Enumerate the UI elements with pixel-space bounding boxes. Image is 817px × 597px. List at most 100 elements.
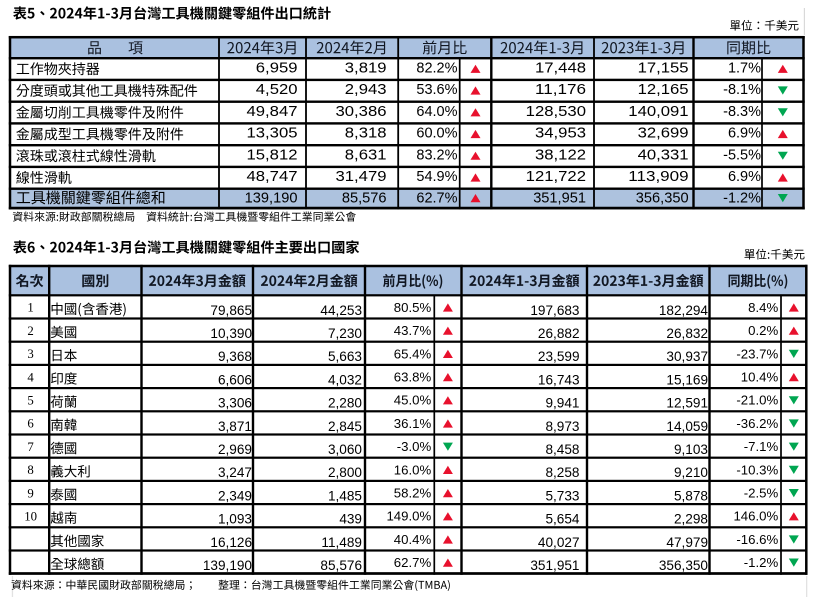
svg-text:2,800: 2,800 xyxy=(328,465,362,480)
svg-text:63.8%: 63.8% xyxy=(394,370,432,385)
svg-text:80.5%: 80.5% xyxy=(394,300,432,315)
svg-text:-5.5%: -5.5% xyxy=(723,147,761,163)
svg-text:5: 5 xyxy=(27,394,33,408)
svg-text:351,951: 351,951 xyxy=(530,558,579,573)
svg-text:6: 6 xyxy=(27,417,34,431)
svg-text:12,165: 12,165 xyxy=(638,82,689,98)
svg-text:6.9%: 6.9% xyxy=(728,169,761,185)
svg-text:439: 439 xyxy=(339,512,362,527)
svg-text:40,331: 40,331 xyxy=(638,147,689,163)
svg-text:-3.0%: -3.0% xyxy=(397,439,432,454)
svg-text:8,973: 8,973 xyxy=(545,419,579,434)
svg-text:54.9%: 54.9% xyxy=(416,169,457,185)
svg-text:43.7%: 43.7% xyxy=(394,323,432,338)
svg-text:128,530: 128,530 xyxy=(526,104,586,120)
svg-text:3: 3 xyxy=(27,347,33,361)
svg-text:356,350: 356,350 xyxy=(636,191,689,207)
svg-text:15,812: 15,812 xyxy=(247,147,298,163)
svg-text:-2.5%: -2.5% xyxy=(744,486,779,501)
svg-text:4,520: 4,520 xyxy=(256,82,298,98)
svg-text:8,258: 8,258 xyxy=(545,465,579,480)
svg-text:10.4%: 10.4% xyxy=(741,370,779,385)
svg-text:45.0%: 45.0% xyxy=(394,393,432,408)
svg-text:7,230: 7,230 xyxy=(328,326,362,341)
svg-text:-10.3%: -10.3% xyxy=(736,462,778,477)
svg-text:-23.7%: -23.7% xyxy=(736,346,778,361)
svg-text:65.4%: 65.4% xyxy=(394,346,432,361)
svg-text:113,909: 113,909 xyxy=(628,169,688,185)
svg-text:149.0%: 149.0% xyxy=(386,509,431,524)
svg-text:8: 8 xyxy=(27,463,33,477)
svg-text:9,103: 9,103 xyxy=(674,442,708,457)
svg-text:4: 4 xyxy=(27,370,34,384)
svg-text:16,743: 16,743 xyxy=(538,372,580,387)
svg-text:62.7%: 62.7% xyxy=(416,191,457,207)
svg-text:8.4%: 8.4% xyxy=(748,300,778,315)
svg-text:356,350: 356,350 xyxy=(659,558,709,573)
svg-text:146.0%: 146.0% xyxy=(733,509,778,524)
svg-text:-16.6%: -16.6% xyxy=(736,532,778,547)
svg-text:26,832: 26,832 xyxy=(666,326,708,341)
svg-text:6,606: 6,606 xyxy=(218,372,252,387)
svg-text:13,305: 13,305 xyxy=(247,126,298,142)
svg-text:-1.2%: -1.2% xyxy=(723,191,761,207)
svg-text:1,485: 1,485 xyxy=(328,488,362,503)
svg-text:3,306: 3,306 xyxy=(218,396,252,411)
svg-text:49,847: 49,847 xyxy=(247,104,298,120)
svg-text:-1.2%: -1.2% xyxy=(744,555,779,570)
svg-text:47,979: 47,979 xyxy=(666,535,708,550)
svg-text:4,032: 4,032 xyxy=(328,372,362,387)
svg-text:351,951: 351,951 xyxy=(533,191,586,207)
svg-text:82.2%: 82.2% xyxy=(416,60,457,76)
svg-text:-36.2%: -36.2% xyxy=(736,416,778,431)
svg-text:1.7%: 1.7% xyxy=(728,60,761,76)
svg-text:2,845: 2,845 xyxy=(328,419,362,434)
svg-text:15,169: 15,169 xyxy=(666,372,708,387)
svg-text:8,318: 8,318 xyxy=(345,126,387,142)
svg-text:31,479: 31,479 xyxy=(336,169,387,185)
svg-text:6,959: 6,959 xyxy=(256,60,298,76)
svg-text:36.1%: 36.1% xyxy=(394,416,432,431)
svg-text:30,386: 30,386 xyxy=(336,104,387,120)
svg-text:34,953: 34,953 xyxy=(535,126,586,142)
svg-text:9,941: 9,941 xyxy=(545,396,579,411)
svg-text:58.2%: 58.2% xyxy=(394,486,432,501)
svg-text:2,349: 2,349 xyxy=(218,488,252,503)
svg-text:26,882: 26,882 xyxy=(538,326,580,341)
svg-text:8,458: 8,458 xyxy=(545,442,579,457)
svg-text:5,654: 5,654 xyxy=(545,512,579,527)
svg-text:139,190: 139,190 xyxy=(203,558,253,573)
svg-text:7: 7 xyxy=(27,440,34,454)
svg-text:38,122: 38,122 xyxy=(535,147,586,163)
svg-text:48,747: 48,747 xyxy=(247,169,298,185)
svg-text:9,368: 9,368 xyxy=(218,349,252,364)
svg-text:2,298: 2,298 xyxy=(674,512,708,527)
svg-text:2,943: 2,943 xyxy=(345,82,387,98)
svg-text:5,663: 5,663 xyxy=(328,349,362,364)
svg-text:14,059: 14,059 xyxy=(666,419,708,434)
svg-text:17,448: 17,448 xyxy=(535,60,586,76)
svg-text:139,190: 139,190 xyxy=(245,191,298,207)
svg-text:85,576: 85,576 xyxy=(342,191,387,207)
svg-text:140,091: 140,091 xyxy=(628,104,688,120)
svg-text:3,871: 3,871 xyxy=(218,419,252,434)
svg-text:23,599: 23,599 xyxy=(538,349,580,364)
svg-text:30,937: 30,937 xyxy=(666,349,708,364)
svg-text:53.6%: 53.6% xyxy=(416,82,457,98)
svg-text:32,699: 32,699 xyxy=(638,126,689,142)
svg-text:85,576: 85,576 xyxy=(320,558,362,573)
svg-text:64.0%: 64.0% xyxy=(416,104,457,120)
svg-text:1: 1 xyxy=(27,301,33,315)
svg-text:182,294: 182,294 xyxy=(659,303,709,318)
svg-text:60.0%: 60.0% xyxy=(416,126,457,142)
svg-text:2,969: 2,969 xyxy=(218,442,252,457)
svg-text:6.9%: 6.9% xyxy=(728,126,761,142)
svg-text:9: 9 xyxy=(27,486,33,500)
svg-text:1,093: 1,093 xyxy=(218,512,252,527)
svg-text:16,126: 16,126 xyxy=(210,535,252,550)
svg-text:16.0%: 16.0% xyxy=(394,462,432,477)
svg-text:121,722: 121,722 xyxy=(526,169,586,185)
svg-text:17,155: 17,155 xyxy=(638,60,689,76)
svg-text:11,489: 11,489 xyxy=(321,535,362,550)
svg-text:197,683: 197,683 xyxy=(530,303,579,318)
